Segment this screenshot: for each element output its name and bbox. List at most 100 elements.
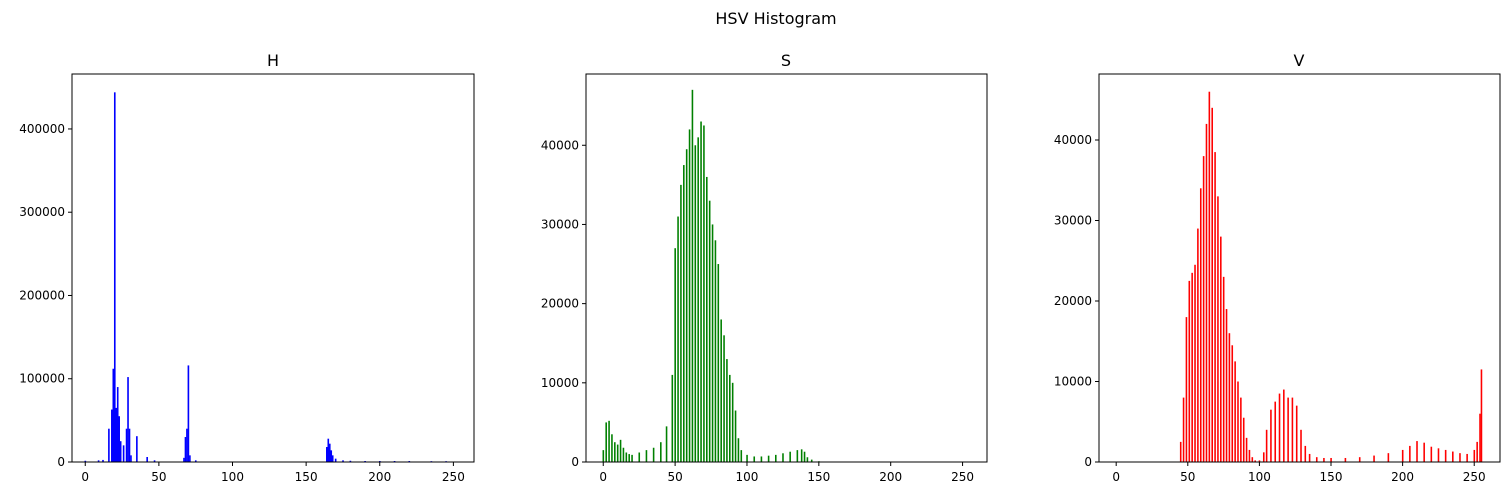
histogram-bar [1237, 381, 1239, 462]
histogram-bar [1274, 401, 1277, 462]
y-tick-label: 10000 [541, 376, 579, 390]
histogram-bar [614, 442, 616, 462]
histogram-bar [660, 442, 662, 462]
histogram-bar [1323, 457, 1325, 462]
histogram-bar [1287, 397, 1289, 462]
histogram-bar [128, 428, 131, 462]
histogram-bar [136, 436, 138, 462]
histogram-bar [1480, 369, 1483, 462]
histogram-bar [334, 458, 337, 462]
histogram-bar [734, 410, 737, 462]
histogram-bar [796, 450, 799, 462]
x-tick-label: 150 [295, 470, 318, 484]
y-tick-label: 200000 [19, 288, 65, 302]
x-tick-label: 0 [1112, 470, 1120, 484]
histogram-bar [746, 454, 748, 462]
histogram-bar [806, 457, 809, 462]
histogram-bar [127, 377, 129, 462]
histogram-bar [631, 454, 633, 462]
histogram-bar [674, 248, 676, 462]
histogram-bar [1416, 441, 1418, 462]
histogram-bar [1304, 445, 1307, 462]
histogram-bar [1466, 453, 1468, 462]
histogram-bar [1258, 460, 1261, 462]
histogram-bar [683, 165, 685, 462]
x-tick-label: 0 [81, 470, 89, 484]
histogram-bar [1211, 107, 1213, 462]
x-tick-label: 50 [667, 470, 682, 484]
histogram-bar [1315, 457, 1318, 462]
histogram-bar [782, 453, 784, 462]
histogram-bar [1459, 453, 1461, 462]
histogram-bar [628, 454, 630, 462]
histogram-bar [767, 455, 770, 462]
histogram-bar [1437, 448, 1440, 462]
histogram-bar [186, 428, 188, 462]
histogram-bar [1330, 457, 1332, 462]
panel-title-v: V [1294, 51, 1305, 70]
histogram-bar [1242, 417, 1245, 462]
histogram-bar [97, 460, 100, 462]
histogram-bar [328, 443, 331, 462]
histogram-bar [731, 382, 734, 462]
histogram-bar [1444, 449, 1447, 462]
histogram-bar [119, 441, 122, 462]
histogram-bar [708, 200, 711, 462]
histogram-bar [685, 149, 688, 462]
histogram-bar [1185, 317, 1188, 462]
histogram-bar [619, 439, 622, 462]
histogram-bar [694, 145, 697, 462]
axes-v: 0 50 100 150 200 250 0 10000 20000 30000 40000 [1054, 133, 1486, 484]
histogram-bar [1251, 457, 1254, 462]
histogram-bar [1245, 437, 1248, 462]
panel-title-h: H [267, 51, 279, 70]
histogram-bar [737, 438, 740, 462]
y-tick-label: 300000 [19, 205, 65, 219]
histogram-bar [116, 387, 119, 462]
histogram-bar [1300, 429, 1302, 462]
x-tick-label: 200 [879, 470, 902, 484]
histogram-bar [697, 137, 699, 462]
histogram-bar [189, 455, 191, 462]
x-tick-label: 250 [951, 470, 974, 484]
histogram-bar [789, 451, 791, 462]
histogram-bar [723, 335, 725, 462]
histogram-bar [711, 224, 714, 462]
histogram-bar [691, 89, 694, 462]
histogram-bar [183, 457, 185, 462]
histogram-bar [194, 460, 197, 462]
histogram-bar [753, 456, 756, 462]
histogram-bar [1373, 455, 1375, 462]
histogram-bar [717, 264, 720, 462]
histogram-bar [1254, 460, 1256, 462]
histogram-bar [611, 434, 613, 462]
histogram-bar [1217, 196, 1219, 463]
histogram-bar [1199, 188, 1202, 462]
x-tick-label: 200 [1391, 470, 1414, 484]
y-tick-label: 0 [1084, 455, 1092, 469]
histogram-bar [706, 176, 708, 462]
histogram-bar [726, 359, 728, 462]
histogram-bar [760, 456, 763, 462]
panel-title-s: S [781, 51, 791, 70]
histogram-bar [1205, 123, 1208, 462]
y-tick-label: 400000 [19, 122, 65, 136]
histogram-bar [688, 129, 691, 462]
histogram-bar [1476, 441, 1478, 462]
histogram-bar [1295, 405, 1298, 462]
histogram-bar [1225, 309, 1228, 462]
histogram-bar [605, 422, 607, 462]
histogram-bar [125, 428, 128, 462]
histogram-bar [1202, 156, 1205, 463]
y-tick-label: 40000 [541, 138, 579, 152]
histogram-bar [1240, 397, 1242, 462]
histogram-bar [700, 121, 702, 462]
histogram-bar [112, 368, 115, 462]
histogram-bar [1409, 445, 1411, 462]
histogram-bar [638, 452, 641, 462]
histogram-bar [130, 455, 132, 462]
histogram-bar [671, 374, 674, 462]
histogram-bar [1231, 345, 1234, 462]
plot-frame-s [585, 73, 988, 463]
histogram-bar [187, 365, 190, 462]
